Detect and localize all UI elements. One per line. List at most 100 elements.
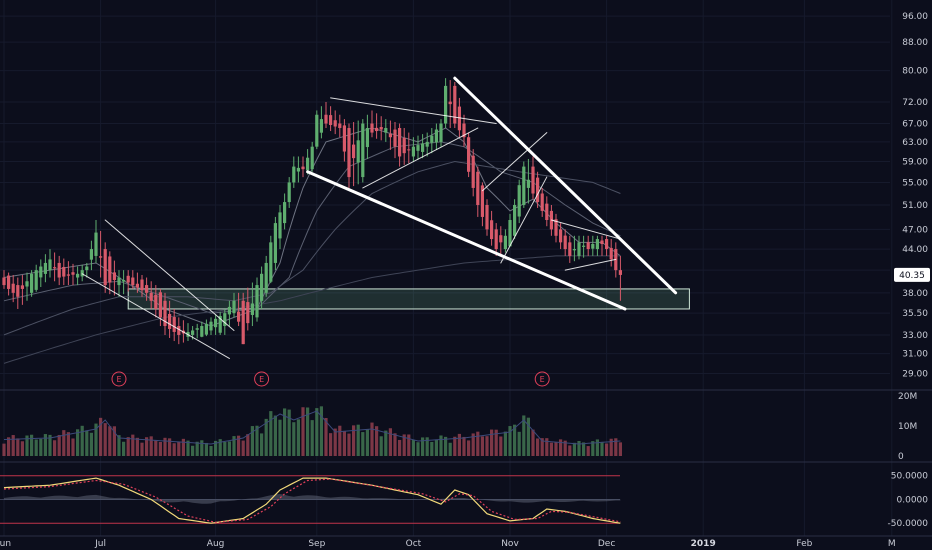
- candle-body: [108, 256, 112, 283]
- candle-body: [480, 185, 484, 217]
- volume-bar: [283, 408, 287, 456]
- volume-bar: [411, 439, 415, 456]
- trendlines: [81, 76, 678, 359]
- volume-bar: [158, 441, 162, 456]
- candle-body: [209, 321, 213, 331]
- candle-body: [421, 143, 425, 152]
- volume-bar: [559, 439, 563, 456]
- candle-body: [568, 242, 572, 256]
- volume-bar: [471, 433, 475, 456]
- candle-body: [485, 204, 489, 230]
- volume-bar: [379, 436, 383, 456]
- candle-body: [531, 166, 535, 194]
- candle-body: [577, 242, 581, 256]
- candle-body: [329, 115, 333, 126]
- candle-body: [296, 167, 300, 172]
- candle-body: [379, 127, 383, 130]
- earnings-marker: [111, 371, 127, 387]
- candle-body: [172, 317, 176, 332]
- candle-body: [476, 171, 480, 205]
- candle-body: [517, 185, 521, 217]
- volume-bar: [402, 434, 406, 456]
- candle-body: [324, 114, 328, 124]
- volume-bar: [591, 441, 595, 456]
- volume-bar: [301, 407, 305, 456]
- candle-body: [287, 182, 291, 203]
- candle-body: [600, 240, 604, 245]
- volume-bar: [356, 424, 360, 456]
- price-axis-tick: 96.00: [902, 12, 928, 22]
- candle-body: [301, 166, 305, 170]
- price-axis-tick: 88.00: [902, 38, 928, 48]
- volume-bar: [434, 439, 438, 456]
- candle-body: [494, 229, 498, 250]
- candle-body: [273, 223, 277, 263]
- volume-bar: [457, 433, 461, 456]
- volume-bar: [324, 418, 328, 456]
- candle-body: [338, 123, 342, 129]
- candle-body: [48, 259, 52, 271]
- volume-panel: [2, 406, 622, 456]
- volume-bar: [545, 438, 549, 456]
- x-axis-labels: Jun Jul Aug Sep Oct Nov Dec 2019 Feb M: [0, 539, 896, 549]
- volume-bar: [66, 432, 70, 456]
- candle-body: [333, 120, 337, 127]
- candle-body: [131, 277, 135, 286]
- time-axis-tick: Dec: [598, 539, 615, 549]
- candle-body: [439, 123, 443, 142]
- volume-bar: [609, 438, 613, 456]
- volume-bar: [20, 441, 24, 456]
- candle-body: [7, 275, 11, 289]
- volume-bar: [154, 440, 158, 456]
- candle-body: [204, 323, 208, 335]
- volume-axis-tick: 0: [898, 452, 904, 462]
- volume-bar: [2, 443, 6, 456]
- volume-bar: [430, 441, 434, 456]
- candle-body: [315, 114, 319, 147]
- candle-body: [163, 300, 167, 327]
- price-axis-tick: 35.50: [902, 309, 928, 319]
- candle-body: [356, 140, 360, 163]
- volume-bar: [223, 441, 227, 456]
- volume-bar: [526, 417, 530, 456]
- trendline-thin: [104, 219, 235, 331]
- volume-axis-tick: 10M: [898, 422, 917, 432]
- volume-bar: [232, 436, 236, 456]
- candle-body: [490, 220, 494, 240]
- price-axis-tick: 47.00: [902, 225, 928, 235]
- candle-body: [361, 123, 365, 178]
- volume-bar: [260, 433, 264, 456]
- last-price-box: [894, 267, 930, 282]
- candle-body: [384, 128, 388, 133]
- volume-bar: [595, 439, 599, 456]
- volume-bar: [600, 442, 604, 456]
- volume-bar: [186, 440, 190, 456]
- volume-bar: [131, 434, 135, 456]
- candle-body: [30, 273, 34, 293]
- candle-body: [126, 275, 130, 283]
- candle-body: [191, 330, 195, 335]
- support-zone-rect: [127, 288, 690, 310]
- volume-bar: [53, 440, 57, 456]
- volume-bar: [582, 442, 586, 456]
- time-axis-tick: Sep: [308, 539, 325, 549]
- volume-bar: [25, 435, 29, 456]
- volume-bar: [126, 437, 130, 456]
- candle-body: [2, 277, 6, 286]
- oscillator-axis-tick: -50.0000: [888, 519, 929, 529]
- trendline-thin: [564, 258, 617, 271]
- volume-axis-tick: 20M: [898, 392, 917, 402]
- price-axis-tick: 33.00: [902, 331, 928, 341]
- volume-bar: [536, 438, 540, 456]
- volume-bar: [522, 415, 526, 456]
- earnings-marker-label: E: [540, 375, 545, 384]
- volume-bar: [62, 430, 66, 456]
- candle-body: [453, 85, 457, 124]
- volume-bar: [80, 425, 84, 456]
- volume-bar: [112, 426, 116, 456]
- trendline-thin: [550, 219, 621, 240]
- volume-bar: [361, 432, 365, 456]
- volume-bar: [352, 425, 356, 456]
- candle-body: [260, 273, 264, 301]
- candle-body: [264, 262, 268, 293]
